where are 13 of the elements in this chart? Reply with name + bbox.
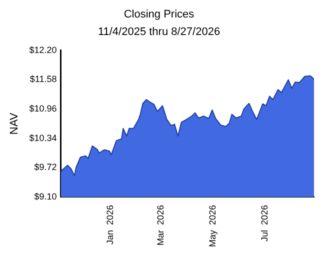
y-tick-label: $10.96: [29, 104, 57, 114]
y-tick-label: $9.10: [34, 191, 57, 202]
x-tick-label: Mar 2026: [155, 204, 166, 246]
y-tick-label: $12.20: [29, 44, 57, 55]
x-tick-label: Jul 2026: [260, 204, 270, 242]
y-tick-label: $10.34: [29, 132, 57, 143]
x-tick-label: May 2026: [208, 204, 218, 248]
x-tick-label: Jan 2026: [104, 204, 115, 245]
y-tick-label: $11.58: [30, 74, 57, 84]
y-tick-label: $9.72: [34, 162, 57, 172]
y-axis-title: NAV: [8, 112, 21, 135]
chart-subtitle: 11/4/2025 thru 8/27/2026: [98, 26, 220, 38]
chart-title: Closing Prices: [124, 8, 195, 21]
